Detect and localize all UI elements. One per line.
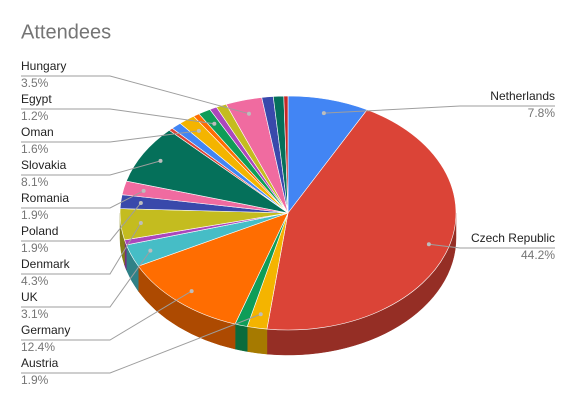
leader-line xyxy=(21,250,151,308)
leader-dot xyxy=(138,221,143,226)
leader-line xyxy=(21,160,161,176)
slice xyxy=(283,95,289,214)
leader-line xyxy=(21,108,215,125)
slice-label: Egypt xyxy=(21,92,52,106)
slice-value-label: 1.2% xyxy=(21,109,49,123)
slice-label: Netherlands xyxy=(490,89,555,103)
leader-dot xyxy=(258,312,263,317)
leader-dot xyxy=(321,111,326,116)
slice-value-label: 3.1% xyxy=(21,307,49,321)
slice-value-label: 1.9% xyxy=(21,241,49,255)
slice xyxy=(137,212,289,325)
leader-line xyxy=(21,313,261,374)
slice-label: UK xyxy=(21,290,38,304)
slice-label: Oman xyxy=(21,125,54,139)
slice-label: Germany xyxy=(21,323,70,337)
slice-label: Austria xyxy=(21,356,59,370)
slice-value-label: 1.6% xyxy=(21,142,49,156)
slice-value-label: 4.3% xyxy=(21,274,49,288)
leader-dot xyxy=(189,289,194,294)
leader-dot xyxy=(426,242,431,247)
slice-label: Denmark xyxy=(21,257,71,271)
slice xyxy=(266,109,457,331)
slice-label: Poland xyxy=(21,224,58,238)
leader-dot xyxy=(138,200,143,205)
slice-value-label: 1.9% xyxy=(21,373,49,387)
leader-line xyxy=(21,75,250,115)
leader-dot xyxy=(141,188,146,193)
slice-label: Czech Republic xyxy=(471,231,555,245)
slice-value-label: 44.2% xyxy=(521,248,555,262)
leader-line xyxy=(21,190,144,209)
leader-line xyxy=(21,290,192,341)
slice-side xyxy=(246,326,268,355)
leader-dot xyxy=(212,121,217,126)
leader-line xyxy=(21,202,142,242)
leader-line xyxy=(21,130,199,143)
leader-dot xyxy=(246,111,251,116)
slice-side xyxy=(234,323,248,352)
slice-value-label: 8.1% xyxy=(21,175,49,189)
chart-title: Attendees xyxy=(21,21,111,43)
leader-line xyxy=(428,243,555,249)
leader-dot xyxy=(158,158,163,163)
leader-dot xyxy=(196,128,201,133)
leader-line xyxy=(323,105,555,114)
slice-label: Hungary xyxy=(21,59,66,73)
slice-value-label: 7.8% xyxy=(528,106,556,120)
slice-label: Slovakia xyxy=(21,158,67,172)
slice-value-label: 3.5% xyxy=(21,76,49,90)
leader-line xyxy=(21,222,142,275)
slice-label: Romania xyxy=(21,191,69,205)
slice-value-label: 1.9% xyxy=(21,208,49,222)
leader-dot xyxy=(148,248,153,253)
slice-value-label: 12.4% xyxy=(21,340,55,354)
